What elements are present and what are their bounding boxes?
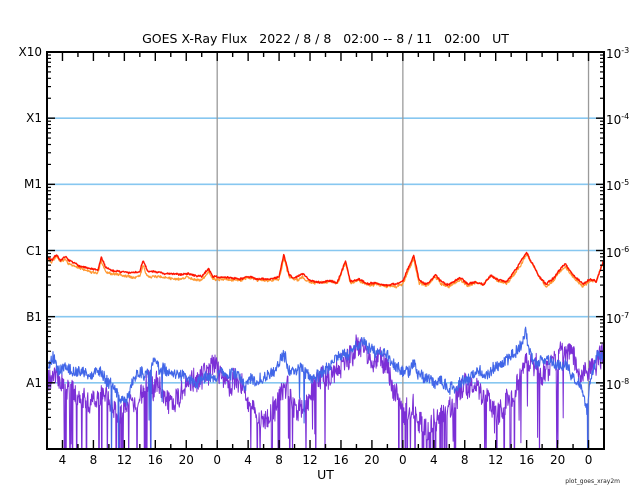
time-tick-label: 12 (302, 453, 318, 467)
time-tick-label: 8 (89, 453, 98, 467)
x-axis-title: UT (317, 467, 334, 482)
time-tick-label: 4 (429, 453, 438, 467)
time-tick-label: 12 (116, 453, 132, 467)
time-tick-label: 4 (244, 453, 252, 467)
time-tick-label: 0 (584, 453, 593, 467)
time-tick-label: 20 (364, 453, 380, 467)
flare-class-label-c1: C1 (25, 243, 42, 258)
time-tick-label: 12 (488, 453, 504, 467)
time-tick-label: 0 (399, 453, 407, 467)
flux-label-1e-4: 10-4 (606, 112, 630, 128)
series-long-secondary-line (47, 254, 604, 289)
flux-label-1e-6: 10-6 (606, 244, 630, 260)
data-series-group (47, 251, 604, 449)
flux-label-1e-8: 10-8 (606, 376, 630, 392)
flux-label-1e-7: 10-7 (606, 310, 630, 326)
day-boundary-lines (216, 52, 590, 449)
time-tick-label: 4 (58, 453, 67, 467)
time-tick-label: 20 (178, 453, 194, 467)
flare-class-label-x1: X1 (26, 111, 42, 126)
flux-label-1e-5: 10-5 (606, 178, 630, 194)
series-long-primary-line (47, 251, 604, 287)
time-tick-label: 8 (460, 453, 469, 467)
flare-class-label-x10: X10 (18, 45, 43, 59)
time-tick-label: 16 (518, 453, 535, 467)
plot-watermark: plot_goes_xray2m (565, 478, 620, 485)
time-tick-label: 16 (147, 453, 163, 467)
plot-frame (46, 51, 605, 450)
flare-class-label-b1: B1 (26, 309, 42, 324)
flux-label-1e-3: 10-3 (606, 46, 630, 61)
flare-class-label-a1: A1 (26, 375, 42, 390)
series-short-primary-line (47, 326, 604, 449)
time-tick-label: 16 (333, 453, 349, 467)
chart-title: GOES X-Ray Flux 2022 / 8 / 8 02:00 -- 8 … (142, 31, 509, 46)
time-tick-label: 20 (549, 453, 566, 467)
time-tick-label: 8 (275, 453, 283, 467)
flare-class-label-m1: M1 (24, 177, 42, 192)
time-tick-label: 0 (213, 453, 221, 467)
